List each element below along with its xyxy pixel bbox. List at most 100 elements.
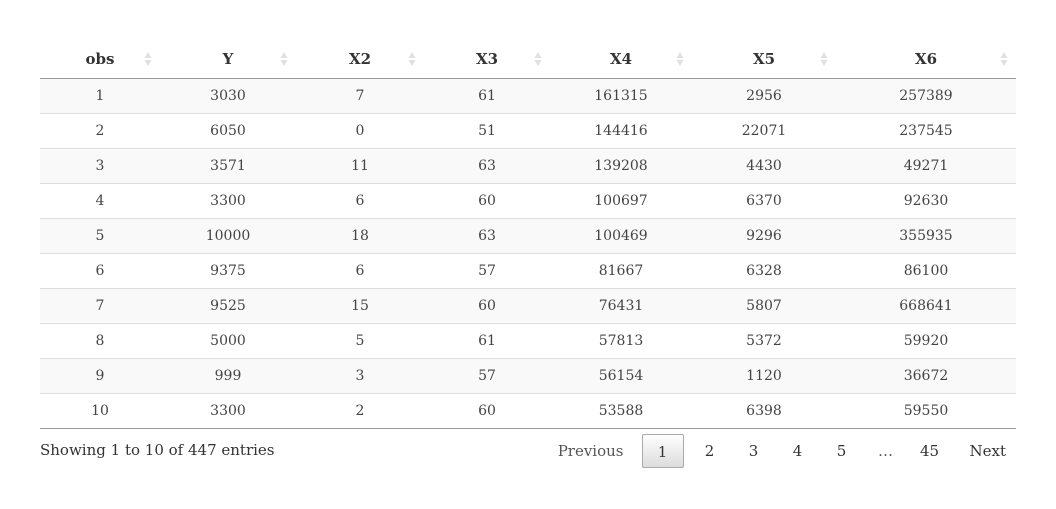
column-header-label: X5 <box>752 50 776 68</box>
table-cell-x3: 61 <box>424 323 550 359</box>
table-cell-y: 9375 <box>160 253 296 289</box>
column-header-y[interactable]: Y <box>160 40 296 79</box>
sort-both-icon[interactable] <box>534 51 542 67</box>
table-row: 10 3300 2 60 53588 6398 59550 <box>40 393 1016 429</box>
table-cell-x2: 7 <box>296 78 424 114</box>
table-body: 1 3030 7 61 161315 2956 257389 2 6050 0 51 144416 22… <box>40 78 1016 429</box>
table-cell-obs: 10 <box>40 393 160 429</box>
table-cell-obs: 2 <box>40 113 160 149</box>
table-cell-y: 6050 <box>160 113 296 149</box>
column-header-x5[interactable]: X5 <box>692 40 836 79</box>
table-cell-x3: 60 <box>424 393 550 429</box>
data-table-wrapper: obs Y X2 X3 X4 X5 X6 1 3030 7 61 161315 2956 257389 2… <box>40 40 1016 429</box>
column-header-x2[interactable]: X2 <box>296 40 424 79</box>
sort-both-icon[interactable] <box>820 51 828 67</box>
table-cell-x4: 57813 <box>550 323 692 359</box>
table-cell-x6: 92630 <box>836 183 1016 219</box>
table-cell-x4: 53588 <box>550 393 692 429</box>
pagination: Previous 1 2 3 4 5 … 45 Next <box>548 432 1016 470</box>
table-cell-x5: 22071 <box>692 113 836 149</box>
column-header-x3[interactable]: X3 <box>424 40 550 79</box>
table-cell-x3: 51 <box>424 113 550 149</box>
table-cell-x2: 3 <box>296 358 424 394</box>
table-cell-x2: 6 <box>296 253 424 289</box>
table-cell-obs: 8 <box>40 323 160 359</box>
table-cell-x2: 6 <box>296 183 424 219</box>
table-cell-y: 5000 <box>160 323 296 359</box>
header-row: obs Y X2 X3 X4 X5 X6 <box>40 40 1016 79</box>
previous-page-button[interactable]: Previous <box>557 442 624 460</box>
table-cell-obs: 1 <box>40 78 160 114</box>
table-cell-obs: 5 <box>40 218 160 254</box>
table-cell-x4: 100697 <box>550 183 692 219</box>
table-cell-obs: 3 <box>40 148 160 184</box>
entries-info: Showing 1 to 10 of 447 entries <box>40 441 275 459</box>
table-cell-x2: 15 <box>296 288 424 324</box>
table-cell-y: 999 <box>160 358 296 394</box>
table-row: 7 9525 15 60 76431 5807 668641 <box>40 288 1016 324</box>
sort-both-icon[interactable] <box>280 51 288 67</box>
table-cell-x5: 5372 <box>692 323 836 359</box>
table-cell-y: 10000 <box>160 218 296 254</box>
column-header-obs[interactable]: obs <box>40 40 160 79</box>
table-cell-x4: 161315 <box>550 78 692 114</box>
column-header-label: obs <box>85 50 115 68</box>
column-header-label: X4 <box>609 50 633 68</box>
column-header-x4[interactable]: X4 <box>550 40 692 79</box>
table-cell-x4: 76431 <box>550 288 692 324</box>
table-cell-x6: 59920 <box>836 323 1016 359</box>
column-header-label: X3 <box>475 50 499 68</box>
table-cell-x5: 4430 <box>692 148 836 184</box>
table-row: 5 10000 18 63 100469 9296 355935 <box>40 218 1016 254</box>
page-button-5[interactable]: 5 <box>836 442 847 460</box>
page-button-3[interactable]: 3 <box>748 442 759 460</box>
table-cell-y: 3571 <box>160 148 296 184</box>
table-cell-x3: 57 <box>424 358 550 394</box>
table-cell-obs: 7 <box>40 288 160 324</box>
table-cell-x2: 18 <box>296 218 424 254</box>
table-cell-x3: 60 <box>424 183 550 219</box>
table-cell-x3: 57 <box>424 253 550 289</box>
sort-both-icon[interactable] <box>1000 51 1008 67</box>
table-cell-x6: 36672 <box>836 358 1016 394</box>
table-row: 2 6050 0 51 144416 22071 237545 <box>40 113 1016 149</box>
table-footer: Showing 1 to 10 of 447 entries Previous … <box>40 432 1016 470</box>
sort-both-icon[interactable] <box>676 51 684 67</box>
table-cell-x3: 63 <box>424 218 550 254</box>
table-row: 1 3030 7 61 161315 2956 257389 <box>40 78 1016 114</box>
table-cell-x5: 9296 <box>692 218 836 254</box>
table-cell-x2: 0 <box>296 113 424 149</box>
page-button-2[interactable]: 2 <box>704 442 715 460</box>
table-cell-x5: 5807 <box>692 288 836 324</box>
table-cell-x3: 61 <box>424 78 550 114</box>
table-cell-x2: 11 <box>296 148 424 184</box>
table-cell-y: 3300 <box>160 393 296 429</box>
column-header-x6[interactable]: X6 <box>836 40 1016 79</box>
column-header-label: X2 <box>348 50 372 68</box>
table-cell-x4: 56154 <box>550 358 692 394</box>
column-header-label: Y <box>222 50 234 68</box>
table-cell-x6: 257389 <box>836 78 1016 114</box>
table-cell-x6: 237545 <box>836 113 1016 149</box>
table-header: obs Y X2 X3 X4 X5 X6 <box>40 40 1016 79</box>
table-cell-x4: 139208 <box>550 148 692 184</box>
table-row: 4 3300 6 60 100697 6370 92630 <box>40 183 1016 219</box>
table-cell-x4: 100469 <box>550 218 692 254</box>
table-cell-x5: 2956 <box>692 78 836 114</box>
page-button-4[interactable]: 4 <box>792 442 803 460</box>
table-cell-x5: 6328 <box>692 253 836 289</box>
next-page-button[interactable]: Next <box>969 442 1007 460</box>
page-button-1[interactable]: 1 <box>641 434 684 468</box>
page-button-last[interactable]: 45 <box>919 442 940 460</box>
table-cell-x3: 60 <box>424 288 550 324</box>
table-cell-y: 3300 <box>160 183 296 219</box>
data-table: obs Y X2 X3 X4 X5 X6 1 3030 7 61 161315 2956 257389 2… <box>40 40 1016 429</box>
table-cell-x3: 63 <box>424 148 550 184</box>
sort-both-icon[interactable] <box>144 51 152 67</box>
table-cell-x2: 5 <box>296 323 424 359</box>
table-cell-x6: 668641 <box>836 288 1016 324</box>
table-cell-x6: 49271 <box>836 148 1016 184</box>
sort-both-icon[interactable] <box>408 51 416 67</box>
table-row: 9 999 3 57 56154 1120 36672 <box>40 358 1016 394</box>
table-cell-x6: 86100 <box>836 253 1016 289</box>
